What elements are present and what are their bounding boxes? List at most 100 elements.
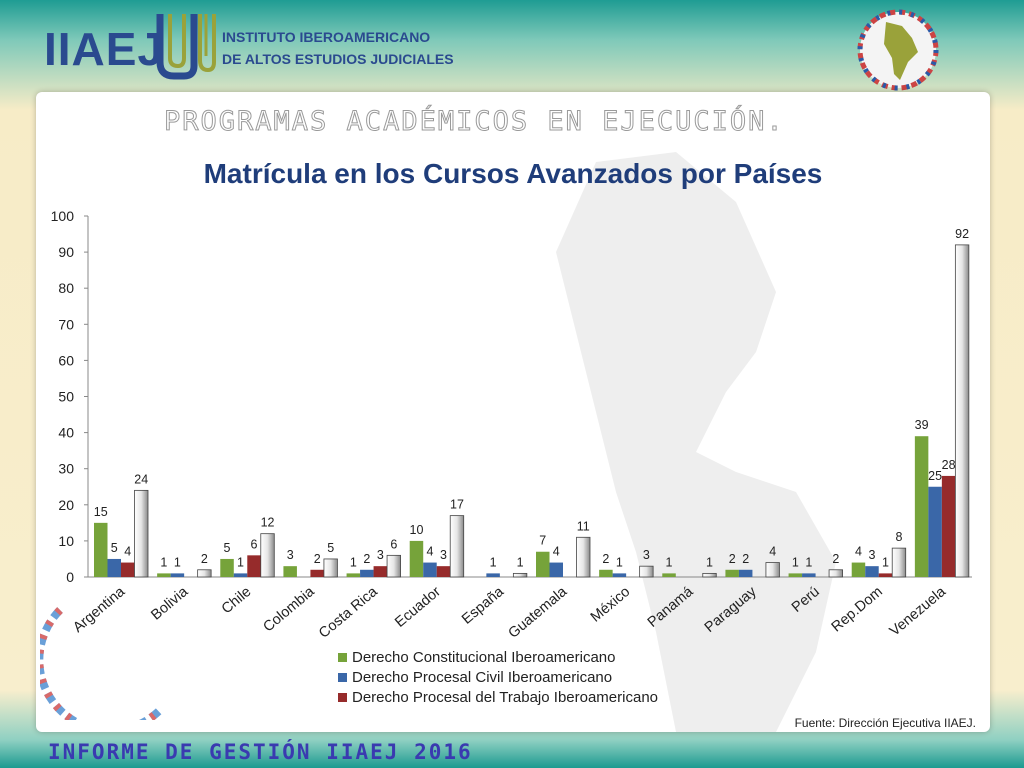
y-tick-label: 20 bbox=[58, 497, 74, 513]
y-tick-label: 80 bbox=[58, 280, 74, 296]
data-label: 3 bbox=[440, 548, 447, 562]
y-tick-label: 100 bbox=[51, 208, 75, 224]
bar bbox=[725, 569, 739, 577]
category-label: Costa Rica bbox=[316, 583, 381, 641]
section-title: PROGRAMAS ACADÉMICOS EN EJECUCIÓN. bbox=[164, 106, 785, 138]
bar bbox=[386, 554, 401, 578]
bar bbox=[639, 565, 654, 578]
bar bbox=[599, 569, 613, 577]
bar bbox=[662, 573, 676, 577]
legend-swatch bbox=[338, 653, 347, 662]
bar bbox=[373, 566, 388, 577]
bar bbox=[576, 536, 591, 578]
data-label: 12 bbox=[261, 516, 275, 530]
data-label: 4 bbox=[769, 545, 776, 559]
jw-logo-mark bbox=[156, 14, 216, 80]
data-label: 8 bbox=[895, 530, 902, 544]
data-label: 2 bbox=[201, 552, 208, 566]
bar bbox=[449, 515, 465, 578]
data-label: 3 bbox=[377, 548, 384, 562]
data-label: 24 bbox=[134, 472, 148, 486]
data-label: 1 bbox=[160, 555, 167, 569]
bar bbox=[197, 569, 212, 578]
bar bbox=[928, 486, 942, 577]
bar bbox=[107, 558, 121, 577]
americas-map-watermark bbox=[556, 152, 836, 732]
bar bbox=[788, 573, 803, 577]
bar bbox=[283, 566, 297, 577]
category-label: Venezuela bbox=[887, 583, 950, 639]
data-label: 2 bbox=[742, 552, 749, 566]
data-label: 5 bbox=[224, 541, 231, 555]
data-label: 3 bbox=[287, 548, 294, 562]
bar bbox=[423, 562, 437, 577]
data-label: 1 bbox=[517, 555, 524, 569]
data-label: 1 bbox=[174, 555, 181, 569]
bar bbox=[878, 573, 893, 577]
slide-panel: PROGRAMAS ACADÉMICOS EN EJECUCIÓN. Matrí… bbox=[36, 92, 990, 732]
data-label: 1 bbox=[792, 555, 799, 569]
bar bbox=[121, 562, 135, 577]
data-label: 25 bbox=[928, 469, 942, 483]
y-tick-label: 60 bbox=[58, 352, 74, 368]
bar bbox=[170, 573, 185, 577]
data-label: 4 bbox=[855, 545, 862, 559]
bar bbox=[247, 555, 261, 577]
bar bbox=[323, 558, 338, 578]
data-label: 2 bbox=[314, 552, 321, 566]
category-label: España bbox=[459, 583, 508, 627]
bar bbox=[536, 551, 550, 577]
legend-label: Derecho Procesal del Trabajo Iberoameric… bbox=[352, 689, 658, 706]
data-label: 1 bbox=[490, 555, 497, 569]
category-label: Perú bbox=[789, 584, 823, 616]
bar bbox=[612, 573, 627, 577]
bar bbox=[157, 573, 171, 577]
data-label: 11 bbox=[577, 519, 590, 533]
category-label: México bbox=[588, 584, 633, 626]
bar bbox=[409, 540, 424, 577]
bar bbox=[134, 489, 149, 578]
bar bbox=[310, 569, 324, 577]
bar bbox=[260, 533, 275, 578]
data-label: 4 bbox=[553, 545, 560, 559]
data-label: 4 bbox=[426, 545, 433, 559]
category-label: Ecuador bbox=[392, 584, 444, 631]
chart-title: Matrícula en los Cursos Avanzados por Pa… bbox=[203, 158, 823, 189]
legend-label: Derecho Constitucional Iberoamericano bbox=[352, 649, 615, 666]
category-label: Paraguay bbox=[702, 583, 760, 636]
data-label: 17 bbox=[450, 498, 464, 512]
bar bbox=[851, 562, 866, 577]
y-tick-label: 50 bbox=[58, 389, 74, 405]
data-label: 10 bbox=[410, 523, 424, 537]
data-label: 1 bbox=[706, 555, 713, 569]
bar bbox=[512, 572, 528, 578]
bar bbox=[360, 569, 374, 577]
bar bbox=[233, 573, 248, 577]
category-label: Guatemala bbox=[506, 583, 571, 641]
y-tick-label: 90 bbox=[58, 244, 74, 260]
bar bbox=[220, 558, 234, 577]
bar bbox=[765, 562, 780, 578]
bar bbox=[94, 522, 108, 577]
report-footer: INFORME DE GESTIÓN IIAEJ 2016 bbox=[48, 740, 473, 764]
data-label: 3 bbox=[643, 548, 650, 562]
data-label: 92 bbox=[955, 227, 969, 241]
y-tick-label: 40 bbox=[58, 425, 74, 441]
data-label: 7 bbox=[539, 534, 546, 548]
data-label: 4 bbox=[124, 545, 131, 559]
bar bbox=[738, 569, 753, 577]
data-label: 5 bbox=[327, 541, 334, 555]
data-label: 1 bbox=[666, 555, 673, 569]
data-label: 39 bbox=[915, 418, 929, 432]
data-label: 28 bbox=[942, 458, 956, 472]
data-label: 6 bbox=[251, 537, 258, 551]
data-label: 1 bbox=[616, 555, 623, 569]
y-tick-label: 0 bbox=[66, 569, 74, 585]
data-label: 2 bbox=[363, 552, 370, 566]
data-label: 1 bbox=[805, 555, 812, 569]
source-note: Fuente: Dirección Ejecutiva IIAEJ. bbox=[794, 716, 976, 730]
bar bbox=[702, 572, 717, 578]
bar bbox=[549, 562, 563, 577]
data-label: 2 bbox=[729, 552, 736, 566]
bar bbox=[802, 573, 816, 577]
